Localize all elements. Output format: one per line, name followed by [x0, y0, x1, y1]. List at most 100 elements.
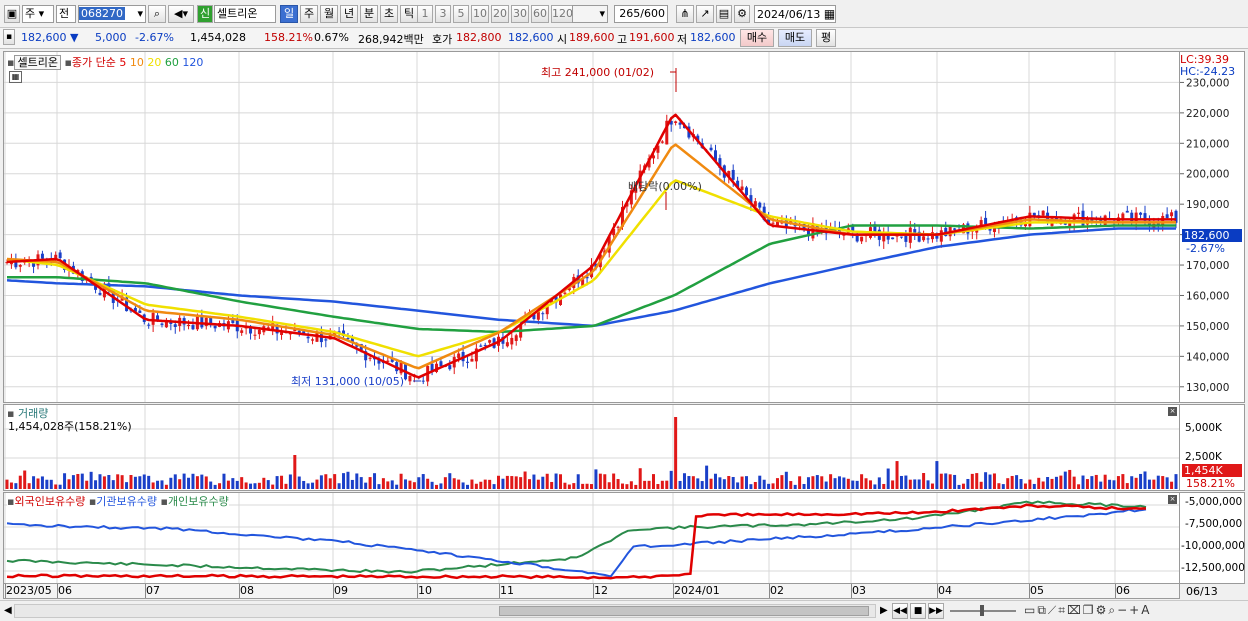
market-type-select[interactable]: 주 ▾ — [22, 5, 54, 23]
volume-bar-30 — [138, 476, 142, 489]
volume-bar-10 — [49, 479, 53, 489]
bottom-bar: ◀ ▶ ◀◀ ■ ▶▶ ▭⧉⟋⌗⌧❐⚙⌕−+A — [0, 600, 1248, 621]
last-page-icon[interactable]: ▶▶ — [928, 603, 944, 619]
holdings-chart[interactable] — [4, 493, 1179, 583]
vol-tick-2500k: 2,500K — [1185, 451, 1222, 463]
period-button-3[interactable]: 년 — [340, 5, 358, 23]
x-tick-1 — [57, 584, 58, 598]
volume-bar-196 — [873, 484, 877, 489]
date-field[interactable]: 2024/06/13 ▦ — [754, 5, 836, 23]
period-button-6[interactable]: 틱 — [400, 5, 418, 23]
interval-button-30[interactable]: 30 — [511, 5, 529, 23]
line-tool-icon[interactable]: ⟋ — [1047, 603, 1059, 617]
holdings-close-icon[interactable]: × — [1168, 495, 1177, 504]
scrollbar-track[interactable] — [14, 604, 876, 618]
search-icon[interactable]: ⌕ — [148, 5, 166, 23]
buy-button[interactable]: 매수 — [740, 29, 774, 47]
font-icon[interactable]: A — [1141, 603, 1152, 617]
volume-chart[interactable] — [4, 405, 1179, 490]
volume-bar-99 — [443, 477, 447, 489]
stock-title-tag[interactable]: 셀트리온 — [14, 55, 61, 70]
candle-body-124 — [554, 296, 558, 303]
candle-body-55 — [249, 327, 253, 334]
quote-toggle-icon[interactable]: ▪ — [3, 29, 15, 45]
interval-button-3[interactable]: 3 — [435, 5, 451, 23]
zoom-out-icon[interactable]: − — [1117, 603, 1130, 617]
volume-bar-148 — [660, 480, 664, 489]
legend-institution: 기관보유수량 — [96, 495, 158, 508]
volume-bar-216 — [961, 483, 965, 489]
volume-bar-135 — [603, 474, 607, 489]
volume-bar-116 — [519, 477, 523, 489]
price-chart[interactable]: 최고 241,000 (01/02) 최저 131,000 (10/05) 배당락(… — [4, 52, 1179, 402]
candle-body-51 — [231, 319, 235, 324]
crosshair-icon[interactable]: ↗ — [696, 5, 714, 23]
candle-body-160 — [713, 150, 717, 162]
split-icon[interactable]: ⧉ — [1037, 603, 1048, 617]
settings-icon[interactable]: ⚙ — [1095, 603, 1109, 617]
price-legend: ▪ 셀트리온 ▪종가 단순 5 10 20 60 120 — [7, 55, 204, 70]
candle-body-210 — [935, 233, 939, 239]
period-button-4[interactable]: 분 — [360, 5, 378, 23]
copy-icon[interactable]: ❐ — [1082, 603, 1096, 617]
count-field[interactable]: 265/600 — [614, 5, 668, 23]
save-icon[interactable]: ▤ — [716, 5, 732, 23]
volume-bar-228 — [1015, 475, 1019, 489]
interval-button-20[interactable]: 20 — [491, 5, 509, 23]
fib-icon[interactable]: ⌗ — [1058, 603, 1067, 617]
x-label-5: 10 — [418, 584, 432, 597]
volume-bar-60 — [271, 484, 275, 489]
interval-select[interactable]: ▾ — [572, 5, 608, 23]
text-tool-icon[interactable]: ⌧ — [1066, 603, 1083, 617]
volume-bar-263 — [1170, 481, 1174, 489]
period-button-0[interactable]: 일 — [280, 5, 298, 23]
zoom-icon[interactable]: ⌕ — [1108, 603, 1118, 617]
volume-bar-41 — [187, 477, 191, 489]
chart-tool-icon[interactable]: ⋔ — [676, 5, 694, 23]
zoom-slider[interactable] — [950, 605, 1016, 616]
volume-bar-65 — [293, 455, 297, 489]
layout-icon[interactable]: ▭ — [1024, 603, 1038, 617]
stock-name-field[interactable]: 셀트리온 — [214, 5, 276, 23]
last-price-tag: 182,600 — [1182, 229, 1242, 242]
x-axis: 2023/05 06 07 08 09 10 11 12 2024/01 02 03 04 05 06 — [3, 584, 1180, 599]
zoom-in-icon[interactable]: + — [1129, 603, 1142, 617]
scroll-left-icon[interactable]: ◀ — [4, 605, 12, 616]
first-page-icon[interactable]: ◀◀ — [892, 603, 908, 619]
stock-code-input[interactable]: 068270 ▾ — [78, 5, 146, 23]
candles — [5, 114, 1178, 387]
period-button-5[interactable]: 초 — [380, 5, 398, 23]
interval-button-60[interactable]: 60 — [531, 5, 549, 23]
volume-close-icon[interactable]: × — [1168, 407, 1177, 416]
interval-button-1[interactable]: 1 — [417, 5, 433, 23]
volume-bar-89 — [399, 473, 403, 489]
candle-body-255 — [1134, 212, 1138, 224]
period-button-1[interactable]: 주 — [300, 5, 318, 23]
candle-body-232 — [1032, 212, 1036, 218]
calendar-icon[interactable]: ▦ — [823, 7, 836, 21]
volume-bar-220 — [979, 481, 983, 489]
avg-button[interactable]: 평 — [816, 29, 836, 47]
sell-button[interactable]: 매도 — [778, 29, 812, 47]
volume-bar-146 — [651, 474, 655, 489]
scroll-right-icon[interactable]: ▶ — [880, 605, 888, 616]
volume-bar-53 — [240, 477, 244, 489]
window-menu-icon[interactable]: ▣ — [4, 5, 20, 23]
grid-toggle-icon[interactable]: ▦ — [9, 71, 22, 83]
price-axis: 230,000220,000210,000200,000190,000180,0… — [1180, 51, 1245, 403]
gear-icon[interactable]: ⚙ — [734, 5, 750, 23]
candle-body-264 — [1174, 210, 1178, 223]
zoom-slider-handle[interactable] — [980, 605, 984, 616]
volume-bar-105 — [470, 479, 474, 489]
ma-legend-120: 120 — [178, 56, 204, 69]
interval-button-120[interactable]: 120 — [551, 5, 573, 23]
volume-bar-88 — [395, 484, 399, 489]
sound-icon[interactable]: ◀▾ — [168, 5, 194, 23]
prev-button[interactable]: 전 — [56, 5, 76, 23]
interval-button-10[interactable]: 10 — [471, 5, 489, 23]
stop-icon[interactable]: ■ — [910, 603, 926, 619]
scrollbar-thumb[interactable] — [499, 606, 869, 616]
interval-button-5[interactable]: 5 — [453, 5, 469, 23]
price-axis-label-2: 210,000 — [1186, 138, 1229, 150]
period-button-2[interactable]: 월 — [320, 5, 338, 23]
